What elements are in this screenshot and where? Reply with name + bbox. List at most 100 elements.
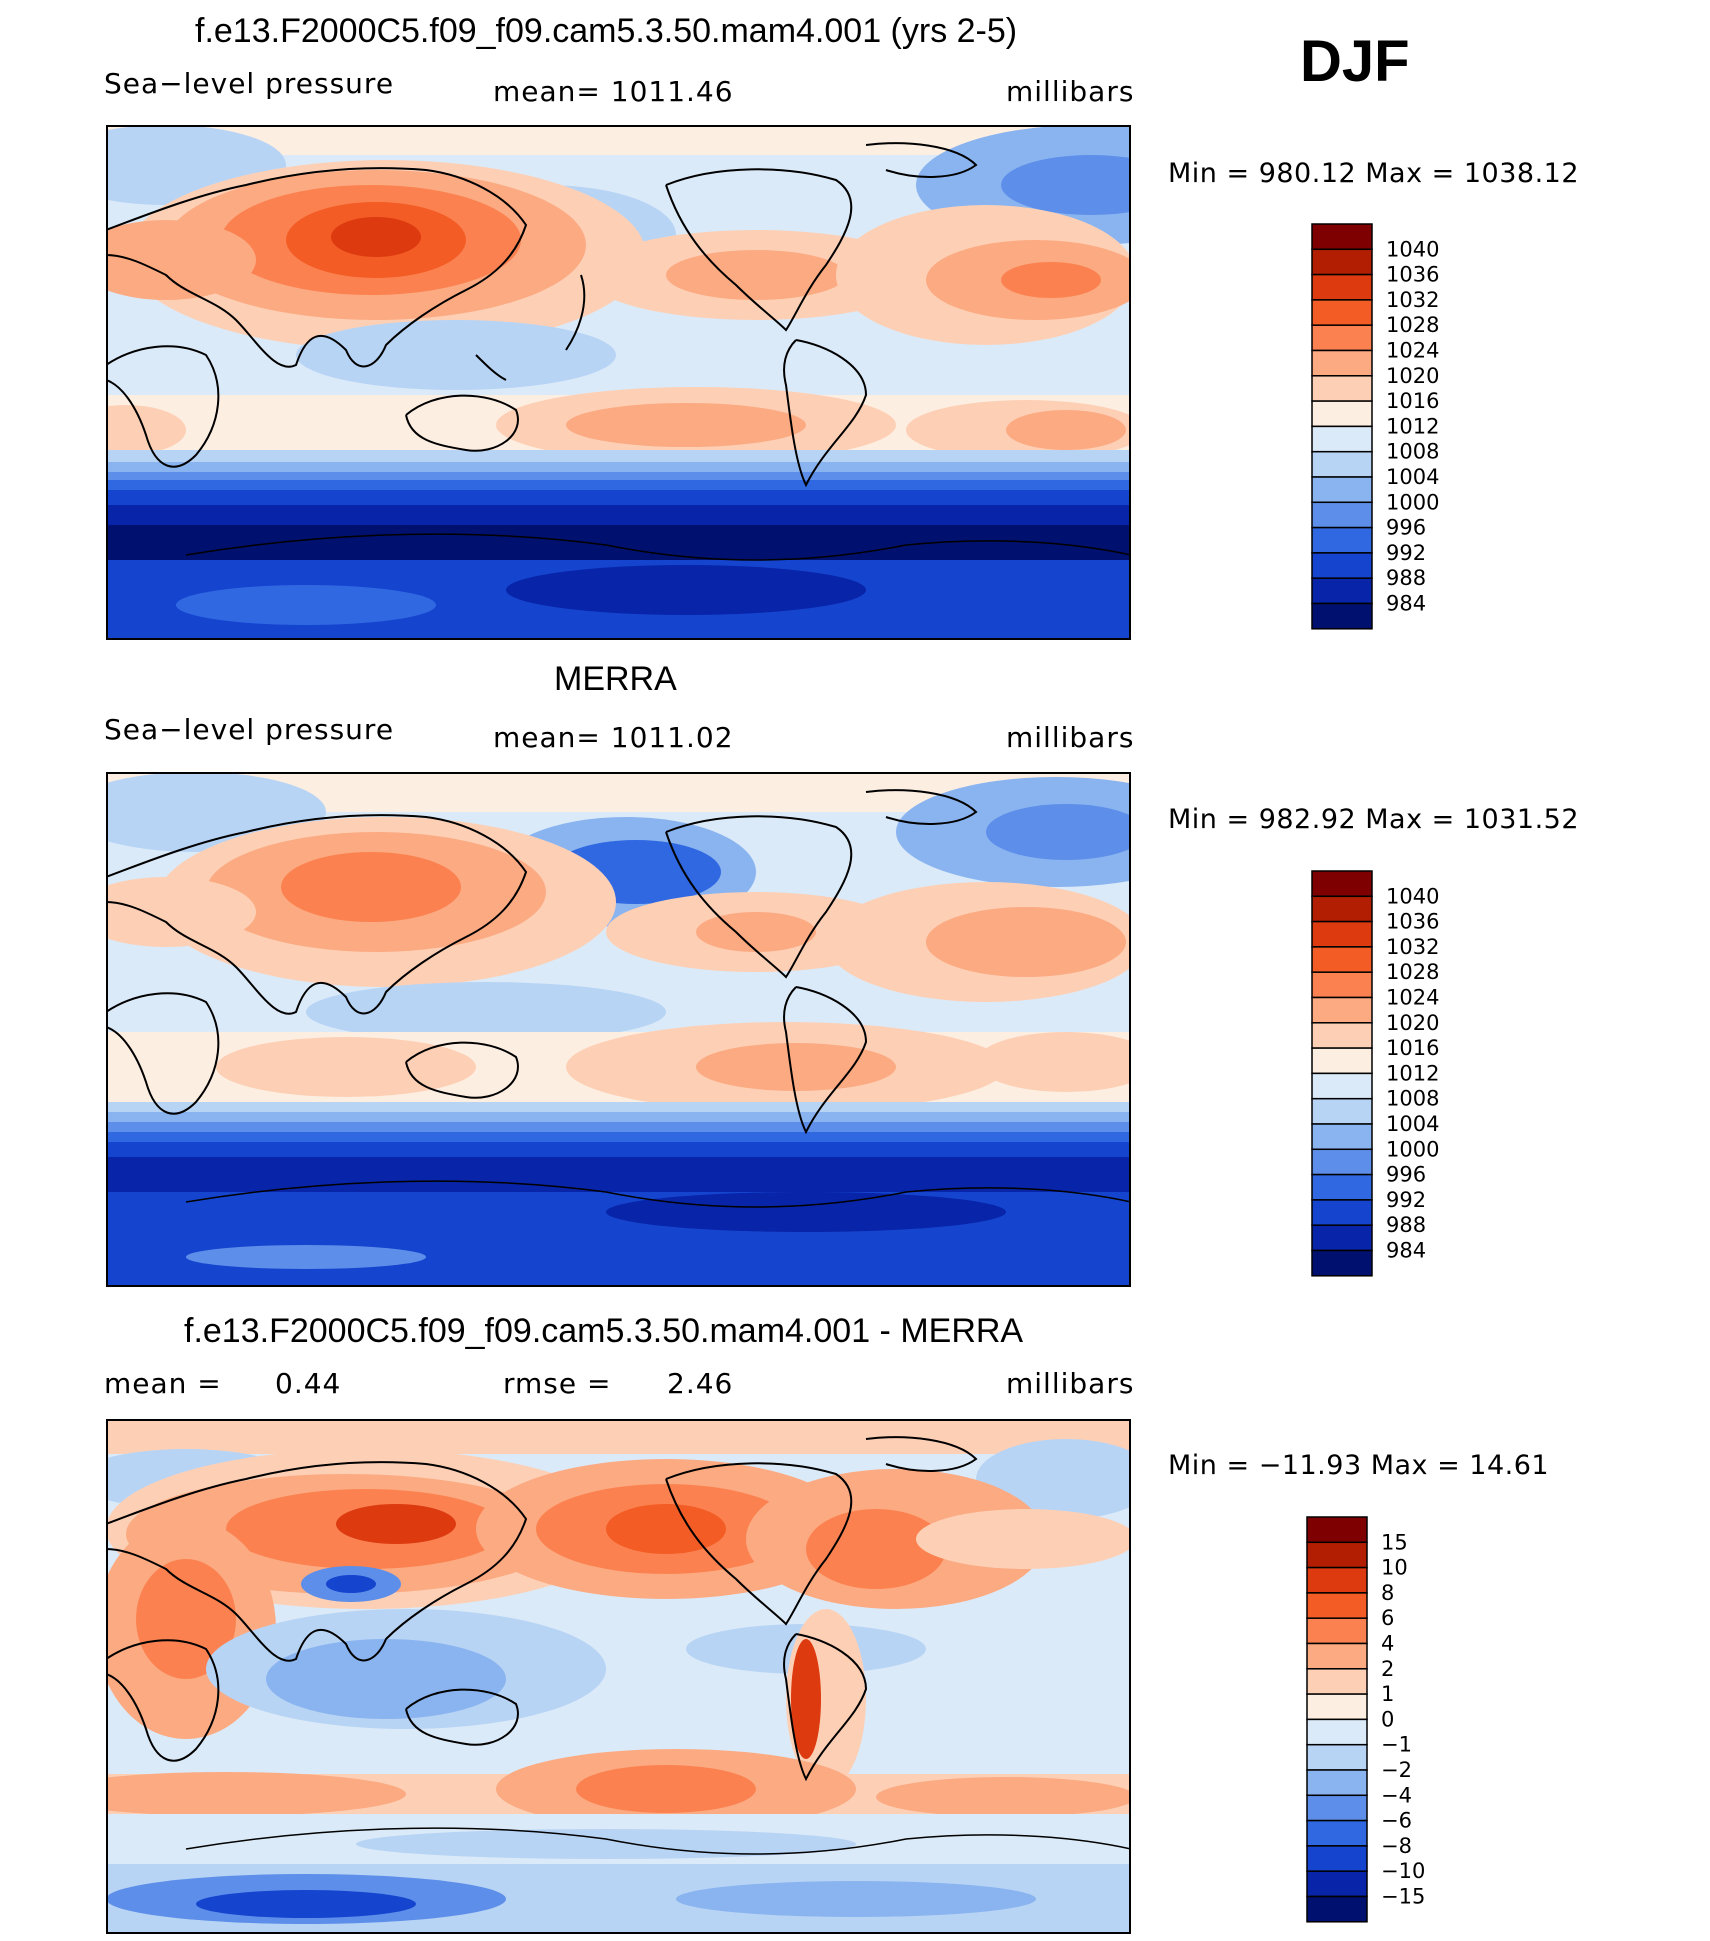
panel1-colorbar-box	[1311, 375, 1373, 402]
panel2-colorbar-box	[1311, 1249, 1373, 1277]
season-label: DJF	[1300, 29, 1410, 94]
panel2-colorbar-tick: 1024	[1386, 986, 1439, 1010]
panel3-colorbar-tick: 1	[1381, 1682, 1394, 1706]
panel3-colorbar-box	[1306, 1693, 1368, 1721]
panel1-colorbar-box	[1311, 349, 1373, 377]
panel2-colorbar-tick: 1020	[1386, 1011, 1439, 1035]
panel2-mean: mean= 1011.02	[493, 721, 734, 754]
panel1-units: millibars	[1006, 75, 1135, 108]
panel2-colorbar-tick: 1012	[1386, 1061, 1439, 1085]
panel3-colorbar-box	[1306, 1870, 1368, 1898]
panel1-variable: Sea−level pressure	[104, 67, 395, 100]
panel2-colorbar-box	[1311, 1072, 1373, 1100]
panel1-colorbar-box	[1311, 602, 1373, 630]
panel3-colorbar-box	[1306, 1769, 1368, 1797]
panel2-colorbar-tick: 1040	[1386, 884, 1439, 908]
panel1-colorbar-box	[1311, 501, 1373, 529]
panel1-colorbar-tick: 1040	[1386, 237, 1439, 261]
panel3-colorbar-tick: −10	[1381, 1859, 1425, 1883]
panel2-colorbar-tick: 1032	[1386, 935, 1439, 959]
panel2-colorbar-box	[1311, 1173, 1373, 1201]
panel3-title: f.e13.F2000C5.f09_f09.cam5.3.50.mam4.001…	[184, 1312, 1024, 1350]
panel3-colorbar-box	[1306, 1718, 1368, 1746]
panel2-colorbar-tick: 996	[1386, 1163, 1426, 1187]
panel2-colorbar-tick: 1028	[1386, 960, 1439, 984]
panel3-colorbar-box	[1306, 1819, 1368, 1847]
panel2-colorbar-tick: 1008	[1386, 1087, 1439, 1111]
panel1-colorbar: 1040103610321028102410201016101210081004…	[1311, 223, 1439, 630]
panel1-colorbar-box	[1311, 450, 1373, 478]
panel1-colorbar-box	[1311, 324, 1373, 352]
panel1-map	[106, 125, 1131, 640]
panel2-colorbar-box	[1311, 996, 1373, 1024]
panel3-minmax: Min = −11.93 Max = 14.61	[1168, 1450, 1550, 1481]
panel3-rmse-value: 2.46	[667, 1367, 734, 1400]
panel3-colorbar-tick: −1	[1381, 1733, 1412, 1757]
panel2-map	[106, 772, 1131, 1287]
panel2-colorbar-tick: 1004	[1386, 1112, 1439, 1136]
panel3-map	[106, 1419, 1131, 1934]
panel3-colorbar-tick: 6	[1381, 1606, 1394, 1630]
panel1-colorbar-tick: 1008	[1386, 440, 1439, 464]
panel3-colorbar-tick: −8	[1381, 1834, 1412, 1858]
panel2-variable: Sea−level pressure	[104, 713, 395, 746]
panel3-colorbar-box	[1306, 1668, 1368, 1695]
panel3-colorbar-tick: −4	[1381, 1783, 1412, 1807]
panel3-mean-value: 0.44	[275, 1367, 342, 1400]
panel3-colorbar-tick: 8	[1381, 1581, 1394, 1605]
panel2-colorbar-box	[1311, 1097, 1373, 1125]
panel1-colorbar-tick: 1020	[1386, 364, 1439, 388]
panel3-colorbar-box	[1306, 1743, 1368, 1771]
panel2-colorbar-box	[1311, 971, 1373, 999]
panel3-colorbar-box	[1306, 1642, 1368, 1670]
panel2-colorbar-box	[1311, 920, 1373, 948]
panel1-colorbar-tick: 1028	[1386, 313, 1439, 337]
panel1-colorbar-tick: 992	[1386, 541, 1426, 565]
panel1-colorbar-tick: 1016	[1386, 389, 1439, 413]
panel3-units: millibars	[1006, 1367, 1135, 1400]
panel1-colorbar-tick: 988	[1386, 566, 1426, 590]
panel2-colorbar: 1040103610321028102410201016101210081004…	[1311, 870, 1439, 1277]
panel2-colorbar-box	[1311, 1123, 1373, 1151]
panel3-colorbar-tick: 0	[1381, 1707, 1394, 1731]
panel1-colorbar-box	[1311, 577, 1373, 605]
panel2-colorbar-box	[1311, 870, 1373, 898]
panel1-colorbar-box	[1311, 476, 1373, 504]
panel2-colorbar-box	[1311, 1199, 1373, 1226]
panel2-colorbar-box	[1311, 1047, 1373, 1075]
panel1-colorbar-box	[1311, 400, 1373, 428]
panel2-colorbar-tick: 992	[1386, 1188, 1426, 1212]
panel3-mean-label: mean =	[104, 1367, 222, 1400]
panel3-colorbar-tick: −2	[1381, 1758, 1412, 1782]
panel3-colorbar-box	[1306, 1541, 1368, 1569]
panel2-colorbar-box	[1311, 1148, 1373, 1176]
panel3-colorbar-box	[1306, 1895, 1368, 1923]
panel1-colorbar-box	[1311, 299, 1373, 326]
panel1-colorbar-box	[1311, 552, 1373, 579]
panel2-colorbar-tick: 984	[1386, 1239, 1426, 1263]
panel2-colorbar-box	[1311, 1022, 1373, 1049]
panel2-units: millibars	[1006, 721, 1135, 754]
panel1-colorbar-box	[1311, 273, 1373, 301]
panel1-minmax: Min = 980.12 Max = 1038.12	[1168, 158, 1580, 189]
panel1-colorbar-box	[1311, 425, 1373, 453]
panel2-colorbar-tick: 1000	[1386, 1137, 1439, 1161]
panel2-title: MERRA	[554, 660, 677, 698]
panel1-colorbar-box	[1311, 248, 1373, 276]
panel3-rmse-label: rmse =	[503, 1367, 612, 1400]
panel1-colorbar-box	[1311, 526, 1373, 554]
panel3-colorbar-tick: −15	[1381, 1885, 1425, 1909]
panel1-colorbar-tick: 984	[1386, 592, 1426, 616]
panel3-colorbar-tick: −6	[1381, 1809, 1412, 1833]
panel1-colorbar-tick: 996	[1386, 516, 1426, 540]
panel3-colorbar-box	[1306, 1592, 1368, 1619]
panel2-minmax: Min = 982.92 Max = 1031.52	[1168, 804, 1580, 835]
panel3-colorbar-box	[1306, 1794, 1368, 1822]
panel2-colorbar-tick: 988	[1386, 1213, 1426, 1237]
panel3-colorbar-box	[1306, 1617, 1368, 1645]
panel1-colorbar-box	[1311, 223, 1373, 251]
panel1-colorbar-tick: 1024	[1386, 339, 1439, 363]
panel1-colorbar-tick: 1000	[1386, 490, 1439, 514]
panel1-mean: mean= 1011.46	[493, 75, 734, 108]
